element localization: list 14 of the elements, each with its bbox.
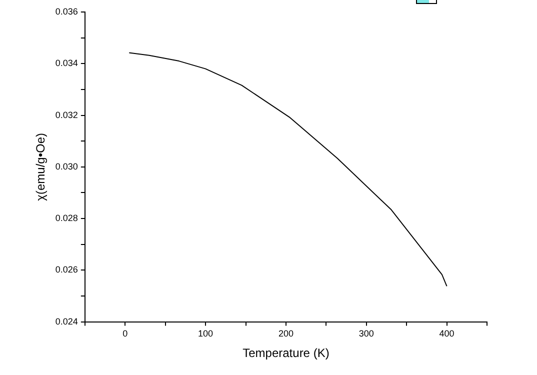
x-tick-label: 300 <box>358 328 374 339</box>
y-tick-label: 0.034 <box>55 58 78 68</box>
y-tick-label: 0.036 <box>55 6 78 16</box>
x-axis-title: Temperature (K) <box>242 346 330 360</box>
y-tick-label: 0.030 <box>55 161 78 172</box>
y-tick-label: 0.028 <box>55 213 78 224</box>
x-tick-label: 100 <box>198 328 214 339</box>
y-tick-label: 0.026 <box>55 264 78 275</box>
x-tick-label: 0 <box>122 328 128 339</box>
x-tick-label: 400 <box>439 328 454 339</box>
y-tick-label: 0.024 <box>55 316 78 326</box>
y-axis-title: χ(emu/g•Oe) <box>34 132 48 201</box>
x-tick-label: 200 <box>278 328 294 339</box>
y-tick-label: 0.032 <box>55 110 78 120</box>
